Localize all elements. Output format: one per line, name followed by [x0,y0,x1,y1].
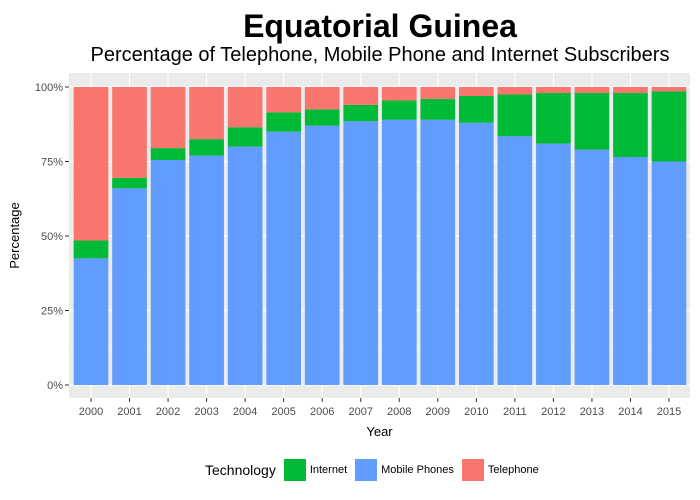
bar-mobile-phones-2005 [266,131,302,385]
x-tick-label: 2010 [464,406,488,418]
bar-telephone-2014 [613,87,648,93]
x-axis: 2000 2001 2002 2003 2004 2005 2006 2007 2008 2009… [79,398,681,418]
bar-telephone-2000 [73,87,109,241]
bar-internet-2008 [381,100,417,120]
legend-item-internet: Internet [283,459,348,481]
legend-item-telephone: Telephone [461,459,539,481]
bar-mobile-phones-2010 [458,122,494,385]
x-tick-label: 2011 [503,406,527,418]
bar-mobile-phones-2001 [112,188,147,385]
bar-mobile-phones-2007 [343,121,379,386]
bar-mobile-phones-2013 [574,149,610,385]
bar-mobile-phones-2002 [150,160,186,385]
legend-title: Technology [205,462,276,478]
bar-internet-2012 [536,92,571,144]
bar-internet-2006 [304,109,340,126]
y-axis: 0% 25% 50% 75% 100% [35,82,69,392]
legend-label: Internet [309,464,348,476]
bar-telephone-2005 [266,87,302,113]
x-tick-label: 2009 [426,406,450,418]
bar-internet-2005 [266,112,302,132]
y-tick-label: 100% [35,82,63,94]
bar-telephone-2008 [381,87,417,101]
bars [73,87,687,386]
legend-key [283,459,306,481]
x-axis-title: Year [366,424,393,439]
legend-key [355,459,378,481]
bar-internet-2010 [458,95,494,123]
legend-key [461,459,484,481]
bar-internet-2007 [343,104,379,122]
y-tick-label: 50% [41,231,63,243]
bar-internet-2011 [497,94,533,137]
chart-title: Equatorial Guinea [243,8,517,44]
bar-mobile-phones-2009 [420,119,456,385]
bar-telephone-2009 [420,87,456,99]
bar-mobile-phones-2006 [304,125,340,386]
x-tick-label: 2007 [348,406,372,418]
bar-telephone-2003 [189,87,224,140]
bar-internet-2003 [189,139,224,156]
bar-internet-2004 [227,127,263,147]
bar-telephone-2007 [343,87,379,105]
bar-mobile-phones-2004 [227,146,263,385]
y-tick-label: 0% [47,380,63,392]
x-tick-label: 2002 [156,406,180,418]
x-tick-label: 2012 [541,406,565,418]
bar-mobile-phones-2012 [536,143,571,385]
x-tick-label: 2015 [657,406,681,418]
bar-internet-2015 [651,91,687,162]
y-tick-label: 75% [41,157,63,169]
x-tick-label: 2000 [79,406,103,418]
bar-mobile-phones-2014 [613,157,648,385]
legend-items: Internet Mobile Phones Telephone [283,459,547,481]
bar-telephone-2013 [574,87,610,93]
bar-internet-2000 [73,240,109,259]
chart-subtitle: Percentage of Telephone, Mobile Phone an… [90,44,670,66]
bar-telephone-2002 [150,87,186,149]
bar-mobile-phones-2003 [189,155,224,385]
bar-telephone-2012 [536,87,571,93]
x-tick-label: 2008 [387,406,411,418]
bar-telephone-2011 [497,87,533,95]
bar-telephone-2015 [651,87,687,92]
x-tick-label: 2004 [233,406,257,418]
x-tick-label: 2003 [194,406,218,418]
x-tick-label: 2005 [271,406,295,418]
bar-internet-2013 [574,92,610,150]
bar-telephone-2004 [227,87,263,128]
legend-label: Telephone [487,464,539,476]
bar-internet-2001 [112,177,147,189]
bar-telephone-2010 [458,87,494,96]
bar-mobile-phones-2015 [651,161,687,385]
legend-label: Mobile Phones [381,464,454,476]
bar-internet-2009 [420,98,456,120]
x-tick-label: 2013 [580,406,604,418]
y-axis-title: Percentage [7,202,22,269]
x-tick-label: 2014 [618,406,642,418]
bar-internet-2014 [613,92,648,158]
bar-telephone-2001 [112,87,147,178]
bar-mobile-phones-2008 [381,119,417,385]
bar-mobile-phones-2000 [73,258,109,385]
legend: Technology Internet Mobile Phones Telephon… [205,459,547,481]
x-tick-label: 2006 [310,406,334,418]
bar-telephone-2006 [304,87,340,110]
x-tick-label: 2001 [117,406,141,418]
y-tick-label: 25% [41,306,63,318]
bar-mobile-phones-2011 [497,136,533,385]
bar-internet-2002 [150,148,186,161]
legend-item-mobile-phones: Mobile Phones [355,459,454,481]
